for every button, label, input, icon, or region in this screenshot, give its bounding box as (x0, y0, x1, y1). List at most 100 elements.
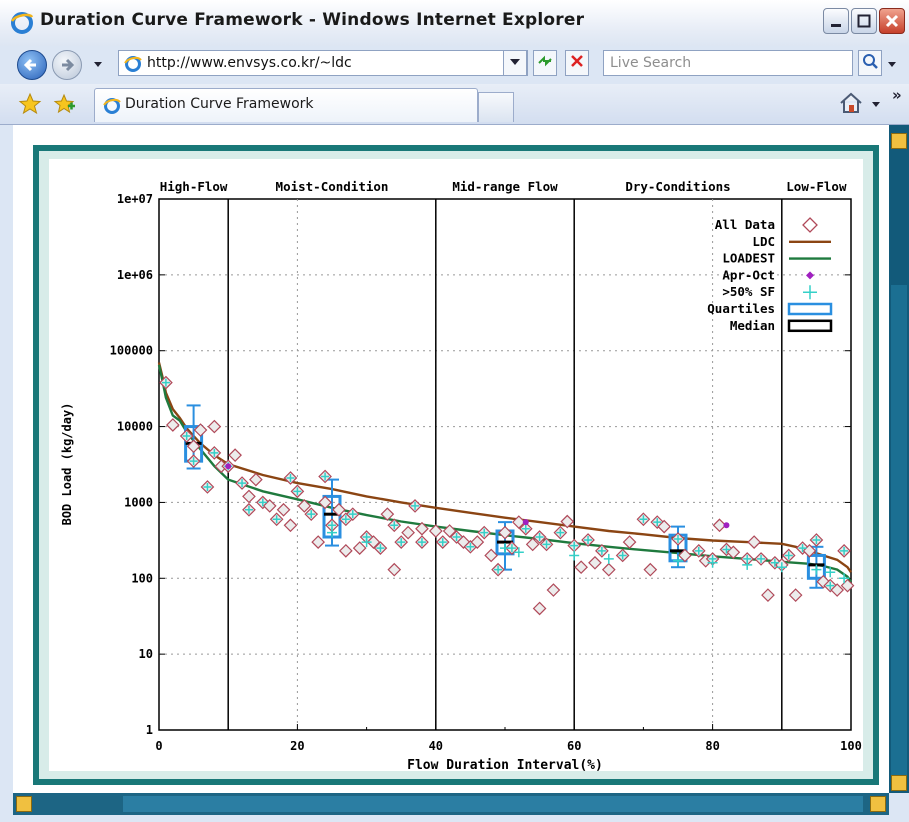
sf-point-cross (390, 521, 399, 530)
scroll-right-button[interactable] (870, 796, 886, 812)
legend-marker-sf (803, 285, 817, 300)
region-label: High-Flow (160, 179, 228, 194)
search-input[interactable]: Live Search (603, 50, 853, 76)
home-dropdown-icon[interactable] (870, 98, 882, 110)
sf-point-cross (327, 527, 337, 538)
scroll-up-button[interactable] (891, 133, 907, 149)
tab-duration-curve[interactable]: Duration Curve Framework (94, 88, 478, 122)
sf-point-cross (189, 457, 198, 466)
sf-point-cross (238, 479, 247, 488)
minimize-button[interactable] (823, 8, 849, 34)
data-point-diamond (560, 514, 575, 529)
forward-button[interactable] (52, 50, 82, 80)
legend-label: LDC (752, 234, 775, 249)
data-point-diamond (228, 448, 242, 462)
sf-point-cross (341, 515, 350, 524)
search-button[interactable] (858, 50, 882, 76)
address-bar[interactable]: http://www.envsys.co.kr/~ldc (118, 50, 528, 76)
back-button[interactable] (17, 50, 47, 80)
apr-oct-point (225, 463, 232, 470)
new-tab-button[interactable] (478, 92, 514, 122)
data-point-diamond (498, 525, 512, 540)
home-icon[interactable] (838, 90, 864, 116)
stop-button[interactable] (565, 50, 589, 76)
favorites-star-icon[interactable] (18, 92, 42, 116)
legend-label: LOADEST (722, 251, 775, 266)
sf-point-cross (307, 510, 316, 519)
data-point-diamond (311, 535, 326, 549)
minimize-icon (831, 24, 841, 27)
window-title: Duration Curve Framework - Windows Inter… (40, 10, 585, 30)
x-tick-label: 100 (840, 739, 862, 753)
sf-point-cross (639, 515, 648, 524)
sf-point-cross (556, 528, 565, 537)
data-point-diamond (415, 521, 429, 536)
apr-oct-point (522, 519, 529, 526)
legend-label: All Data (715, 217, 775, 232)
data-point-diamond (788, 588, 803, 602)
sf-point-cross (376, 544, 385, 553)
sf-point-cross (770, 558, 779, 567)
ldc-line (157, 362, 852, 573)
sf-point-cross (826, 581, 835, 590)
sf-point-cross (272, 515, 281, 524)
all-data-series (159, 375, 855, 616)
sf-point-cross (244, 505, 253, 514)
data-point-diamond (470, 535, 485, 549)
data-point-diamond (840, 578, 855, 593)
search-placeholder: Live Search (610, 55, 692, 71)
sf-point-cross (203, 482, 212, 491)
x-axis-ticks: 0 20 40 60 80 100 (155, 724, 862, 753)
x-axis-label: Flow Duration Interval(%) (407, 758, 603, 771)
address-dropdown-button[interactable] (503, 50, 527, 76)
page-content: High-Flow Moist-Condition Mid-range Flow Dr… (13, 125, 889, 793)
legend-label: Apr-Oct (722, 267, 775, 282)
y-tick-label: 1e+06 (117, 268, 153, 282)
ie-logo-icon (10, 12, 34, 34)
chart-area: High-Flow Moist-Condition Mid-range Flow Dr… (49, 159, 863, 773)
y-tick-label: 100 (131, 571, 153, 585)
sf-point-cross (513, 547, 524, 558)
toolbar-more-button[interactable]: » (892, 86, 902, 104)
data-point-diamond (657, 519, 672, 534)
y-tick-label: 1 (146, 723, 153, 737)
scroll-left-button[interactable] (16, 796, 32, 812)
add-favorites-icon[interactable] (52, 92, 76, 116)
sf-point-cross (825, 567, 836, 578)
data-point-diamond (643, 562, 658, 577)
horizontal-scroll-thumb[interactable] (123, 796, 863, 812)
sf-point-cross (784, 551, 793, 560)
data-point-diamond (761, 588, 775, 602)
data-point-diamond (442, 524, 457, 538)
data-point-diamond (186, 439, 201, 454)
sf-point-cross (411, 501, 420, 510)
history-dropdown-icon[interactable] (92, 58, 104, 70)
sf-point-cross (286, 473, 295, 482)
sf-point-cross (521, 524, 530, 533)
refresh-button[interactable] (533, 50, 557, 76)
sf-point-cross (597, 546, 606, 555)
apr-oct-series (225, 463, 730, 529)
refresh-icon (538, 55, 552, 67)
horizontal-scrollbar[interactable] (13, 793, 889, 815)
quartile-box (806, 553, 826, 580)
data-point-diamond (193, 423, 208, 437)
sf-point-cross (500, 543, 510, 554)
vertical-scrollbar[interactable] (889, 125, 909, 793)
legend-marker-apr-oct (806, 271, 814, 280)
region-label: Mid-range Flow (452, 179, 558, 194)
data-point-diamond (830, 583, 845, 597)
status-bar (0, 815, 909, 822)
maximize-button[interactable] (851, 8, 877, 34)
search-options-icon[interactable] (886, 58, 898, 70)
sf-point-cross (757, 554, 766, 563)
data-point-diamond (525, 537, 540, 552)
close-button[interactable] (879, 8, 905, 34)
legend-label: Median (730, 318, 775, 333)
sf-point-cross (293, 487, 302, 496)
sf-point-cross (417, 538, 426, 547)
vertical-scroll-thumb[interactable] (891, 285, 907, 775)
y-tick-label: 1e+07 (117, 192, 153, 206)
scroll-down-button[interactable] (891, 775, 907, 791)
sf-point-cross (361, 537, 372, 548)
